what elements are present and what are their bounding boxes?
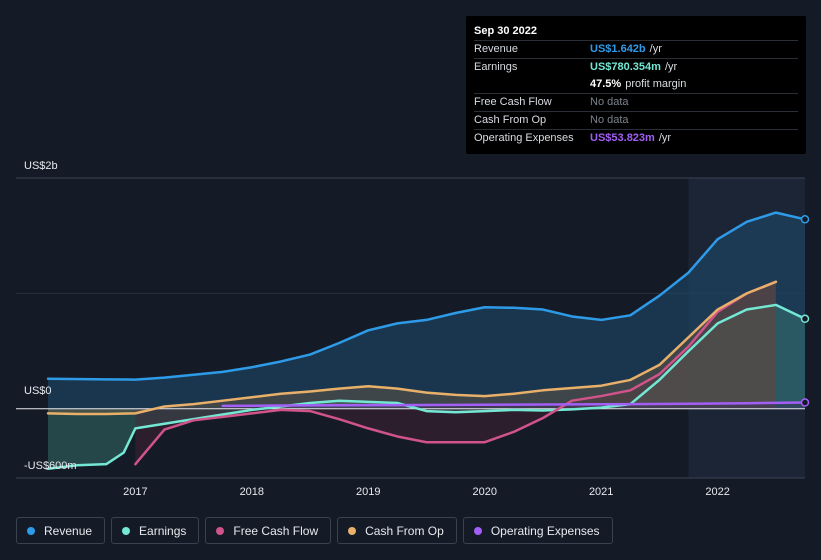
tooltip-unit: profit margin bbox=[625, 78, 687, 90]
series-area-revenue bbox=[48, 212, 805, 409]
tooltip-value: No data bbox=[590, 114, 629, 126]
legend-label: Cash From Op bbox=[365, 523, 444, 538]
series-line-operating-expenses bbox=[221, 401, 807, 408]
y-axis-label-top: US$2b bbox=[24, 160, 58, 172]
tooltip-unit: /yr bbox=[658, 132, 672, 144]
series-end-marker bbox=[800, 398, 810, 407]
series-area-free-cash-flow bbox=[135, 281, 776, 465]
x-tick-label: 2018 bbox=[240, 486, 264, 498]
legend-label: Earnings bbox=[139, 523, 187, 538]
y-axis-label-zero: US$0 bbox=[24, 385, 52, 397]
x-tick-label: 2020 bbox=[472, 486, 496, 498]
tooltip-row-operating-expenses: Operating Expenses US$53.823m /yr bbox=[474, 129, 798, 147]
x-tick-label: 2021 bbox=[589, 486, 613, 498]
tooltip-unit: /yr bbox=[649, 43, 662, 55]
legend-item-revenue[interactable]: Revenue bbox=[16, 517, 106, 544]
tooltip-row-profit-margin: 47.5% profit margin bbox=[474, 76, 798, 93]
tooltip-label: Operating Expenses bbox=[474, 132, 574, 144]
series-end-marker bbox=[800, 314, 810, 324]
legend-label: Operating Expenses bbox=[490, 523, 600, 538]
tooltip-label: Revenue bbox=[474, 43, 519, 55]
tooltip-label: Earnings bbox=[474, 61, 518, 73]
tooltip-value: US$53.823m bbox=[590, 132, 655, 144]
legend-dot-icon bbox=[122, 526, 131, 535]
x-tick-label: 2017 bbox=[123, 486, 147, 498]
tooltip-row-free-cash-flow: Free Cash Flow No data bbox=[474, 93, 798, 111]
y-axis-label-bottom: -US$600m bbox=[24, 460, 77, 472]
legend-label: Free Cash Flow bbox=[233, 523, 319, 538]
x-tick-label: 2019 bbox=[356, 486, 380, 498]
tooltip-label: Free Cash Flow bbox=[474, 96, 552, 108]
series-line-cash-from-op bbox=[46, 280, 778, 416]
series-end-marker bbox=[800, 215, 810, 224]
tooltip-date: Sep 30 2022 bbox=[474, 25, 537, 37]
legend-label: Revenue bbox=[44, 523, 93, 538]
series-line-free-cash-flow bbox=[134, 280, 778, 466]
legend-dot-icon bbox=[473, 526, 482, 535]
legend-item-operating-expenses[interactable]: Operating Expenses bbox=[462, 517, 613, 544]
tooltip-row-revenue: Revenue US$1.642b /yr bbox=[474, 40, 798, 58]
series-area-cash-from-op bbox=[48, 281, 776, 414]
tooltip-value: US$780.354m bbox=[590, 61, 661, 73]
tooltip-unit: /yr bbox=[664, 61, 678, 73]
legend-dot-icon bbox=[216, 526, 225, 535]
tooltip-value: US$1.642b bbox=[590, 43, 646, 55]
tooltip-row-earnings: Earnings US$780.354m /yr bbox=[474, 58, 798, 76]
tooltip-row-cash-from-op: Cash From Op No data bbox=[474, 111, 798, 129]
series-line-earnings bbox=[46, 303, 807, 471]
tooltip-value: No data bbox=[590, 96, 629, 108]
tooltip-value: 47.5% bbox=[590, 78, 622, 90]
legend-item-cash-from-op[interactable]: Cash From Op bbox=[337, 517, 457, 544]
legend-dot-icon bbox=[27, 526, 35, 535]
series-line-revenue bbox=[46, 211, 807, 381]
data-tooltip: Sep 30 2022 Revenue US$1.642b /yr Earnin… bbox=[466, 16, 806, 154]
chart-legend: Revenue Earnings Free Cash Flow Cash Fro… bbox=[16, 517, 613, 544]
legend-item-free-cash-flow[interactable]: Free Cash Flow bbox=[205, 517, 332, 544]
legend-dot-icon bbox=[348, 526, 357, 535]
legend-item-earnings[interactable]: Earnings bbox=[111, 517, 200, 544]
tooltip-label: Cash From Op bbox=[474, 114, 547, 126]
x-tick-label: 2022 bbox=[705, 486, 729, 498]
